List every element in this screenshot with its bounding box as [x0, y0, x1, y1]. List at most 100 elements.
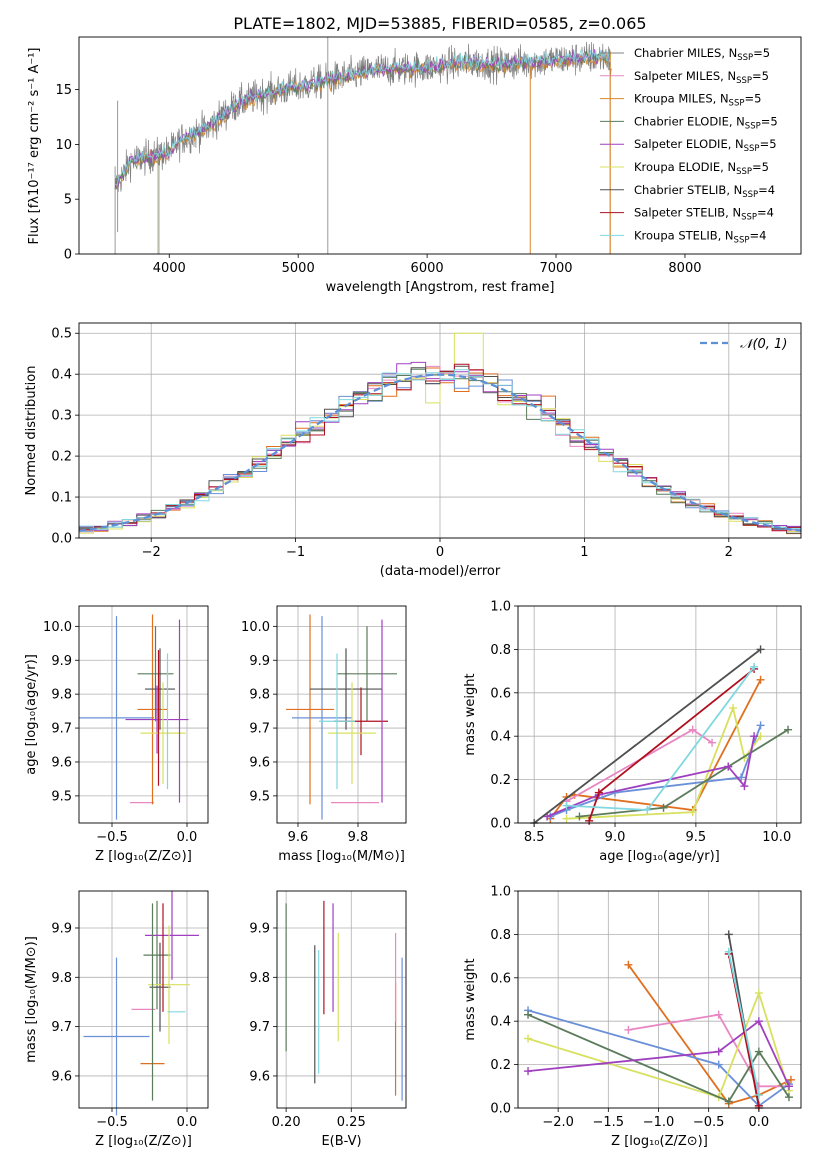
weight_vs_age-ytick-label: 0.6	[490, 686, 511, 701]
weight_vs_Z-ytick-label: 1.0	[490, 885, 511, 900]
weight_vs_age-ytick-label: 0.4	[490, 730, 511, 745]
legend-entry-sub: SSP	[729, 99, 745, 109]
legend-entry-sub: SSP	[742, 190, 758, 200]
legend-entry: Chabrier MILES, NSSP=5	[634, 46, 770, 63]
legend-entry-suffix: =5	[753, 46, 770, 60]
mass_vs_EBV-ytick-label: 9.6	[249, 1069, 270, 1084]
residuals-ytick-label: 0.3	[51, 409, 72, 424]
legend-entry-suffix: =5	[744, 92, 761, 106]
legend-entry-sub: SSP	[736, 167, 752, 177]
weight_vs_Z-ylabel: mass weight	[463, 958, 478, 1040]
weight_vs_age-xtick-label: 9.5	[686, 830, 707, 845]
legend-entry-label: Kroupa STELIB, N	[634, 228, 734, 242]
weight_vs_Z-xtick-label: −0.5	[693, 1115, 725, 1130]
legend-entry: Kroupa ELODIE, NSSP=5	[634, 160, 769, 177]
weight_vs_Z-ytick-label: 0.2	[490, 1058, 511, 1073]
mass_vs_EBV-xtick-label: 0.25	[337, 1115, 366, 1130]
age_vs_Z-ylabel: age [log₁₀(age/yr)]	[24, 654, 39, 775]
legend-entry: Chabrier ELODIE, NSSP=5	[634, 114, 778, 131]
age_vs_Z-ytick-label: 9.7	[51, 722, 72, 737]
weight_vs_age-series-line	[588, 668, 755, 822]
legend-entry-sub: SSP	[734, 235, 750, 245]
legend-entry-sub: SSP	[741, 213, 757, 223]
spectrum-data-line	[114, 41, 612, 193]
spectrum-xtick-label: 5000	[282, 261, 315, 276]
weight_vs_Z-ytick-label: 0.6	[490, 971, 511, 986]
weight-vs-z-panel: −2.0 −1.5 −1.0 −0.5 0.0 0.0 0.2 0.4 0.6 0.8 1.0 Z […	[463, 885, 802, 1149]
residuals-ytick-label: 0.5	[51, 327, 72, 342]
weight_vs_age-xtick-label: 9.0	[605, 830, 626, 845]
age_vs_Z-xtick-label: −0.5	[96, 830, 128, 845]
weight_vs_Z-xtick-label: −2.0	[542, 1115, 574, 1130]
residuals-xtick-label: 0	[436, 545, 444, 560]
legend-entry: Salpeter ELODIE, NSSP=5	[634, 137, 777, 154]
spectrum-xtick-label: 4000	[153, 261, 186, 276]
legend-entry-suffix: =4	[758, 183, 775, 197]
age_vs_mass-xlabel: mass [log₁₀(M/M⊙)]	[278, 849, 405, 864]
residuals-legend-label: 𝒩(0, 1)	[740, 337, 787, 352]
spectrum-ytick-label: 10	[55, 138, 72, 153]
age_vs_mass-xtick-label: 9.6	[288, 830, 309, 845]
spectrum-model-line	[115, 49, 611, 187]
weight_vs_age-series-line	[579, 728, 789, 818]
weight_vs_Z-xlabel: Z [log₁₀(Z/Z⊙)]	[611, 1134, 708, 1149]
spectrum-model-line	[114, 48, 611, 188]
legend-entry: Salpeter STELIB, NSSP=4	[634, 206, 774, 223]
age_vs_mass-frame	[276, 605, 407, 824]
mass_vs_EBV-ytick-label: 9.8	[249, 971, 270, 986]
age_vs_Z-xlabel: Z [log₁₀(Z/Z⊙)]	[95, 849, 192, 864]
weight_vs_age-ylabel: mass weight	[463, 673, 478, 755]
mass_vs_Z-xtick-label: 0.0	[177, 1115, 198, 1130]
legend-entry: Kroupa MILES, NSSP=5	[634, 92, 761, 109]
residuals-xtick-label: −1	[286, 545, 305, 560]
spectrum-xtick-label: 6000	[411, 261, 444, 276]
weight_vs_Z-ytick-label: 0.8	[490, 928, 511, 943]
spectrum-panel: 4000 5000 6000 7000 8000 0 5 10 15 wavelength [An…	[27, 36, 802, 295]
mass_vs_Z-ytick-label: 9.8	[51, 971, 72, 986]
mass-vs-ebv-panel: 0.20 0.25 9.6 9.7 9.8 9.9 E(B-V)	[249, 890, 407, 1149]
legend-entry-sub: SSP	[744, 144, 760, 154]
age-vs-z-panel: −0.5 0.0 9.5 9.6 9.7 9.8 9.9 10.0 Z [log₁₀(Z/Z⊙)…	[24, 605, 209, 864]
mass-vs-z-panel: −0.5 0.0 9.6 9.7 9.8 9.9 Z [log₁₀(Z/Z⊙)] mass […	[24, 890, 209, 1149]
residuals-ytick-label: 0.1	[51, 491, 72, 506]
spectrum-ytick-label: 0	[64, 248, 72, 263]
legend-entry-label: Chabrier ELODIE, N	[634, 114, 745, 128]
mass_vs_EBV-xtick-label: 0.20	[272, 1115, 301, 1130]
residuals-xtick-label: 1	[580, 545, 588, 560]
residuals-xlabel: (data-model)/error	[380, 564, 501, 579]
legend-entry-suffix: =4	[749, 228, 766, 242]
age_vs_Z-ytick-label: 10.0	[43, 620, 72, 635]
age_vs_mass-xtick-label: 9.8	[348, 830, 369, 845]
spectrum-xlabel: wavelength [Angstrom, rest frame]	[326, 280, 555, 295]
mass_vs_Z-xlabel: Z [log₁₀(Z/Z⊙)]	[95, 1134, 192, 1149]
weight_vs_Z-series-line	[628, 1013, 789, 1088]
age_vs_mass-ytick-label: 9.7	[249, 722, 270, 737]
legend-entry-label: Salpeter STELIB, N	[634, 206, 741, 220]
mass_vs_Z-ytick-label: 9.7	[51, 1020, 72, 1035]
age_vs_Z-ytick-label: 9.9	[51, 654, 72, 669]
legend-entry: Kroupa STELIB, NSSP=4	[634, 228, 766, 245]
spectrum-ytick-label: 15	[55, 83, 72, 98]
age_vs_Z-ytick-label: 9.8	[51, 688, 72, 703]
mass_vs_Z-ylabel: mass [log₁₀(M/M⊙)]	[24, 936, 39, 1063]
mass_vs_Z-frame	[78, 890, 209, 1109]
weight_vs_age-ytick-label: 0.0	[490, 817, 511, 832]
weight_vs_age-ytick-label: 1.0	[490, 600, 511, 615]
residuals-xtick-label: 2	[725, 545, 733, 560]
age_vs_Z-ytick-label: 9.5	[51, 789, 72, 804]
legend-entry-label: Kroupa MILES, N	[634, 92, 729, 106]
spectrum-xtick-label: 7000	[539, 261, 572, 276]
age_vs_Z-frame	[78, 605, 209, 824]
mass_vs_Z-xtick-label: −0.5	[96, 1115, 128, 1130]
legend-entry-label: Chabrier STELIB, N	[634, 183, 742, 197]
age_vs_mass-ytick-label: 9.9	[249, 654, 270, 669]
mass_vs_Z-ytick-label: 9.6	[51, 1069, 72, 1084]
weight_vs_age-series-line	[533, 648, 762, 824]
residuals-ytick-label: 0.4	[51, 368, 72, 383]
weight_vs_age-ytick-label: 0.2	[490, 773, 511, 788]
weight_vs_Z-ytick-label: 0.4	[490, 1015, 511, 1030]
weight_vs_Z-frame	[517, 890, 802, 1109]
weight_vs_Z-xtick-label: −1.0	[643, 1115, 675, 1130]
age_vs_Z-ytick-label: 9.6	[51, 755, 72, 770]
